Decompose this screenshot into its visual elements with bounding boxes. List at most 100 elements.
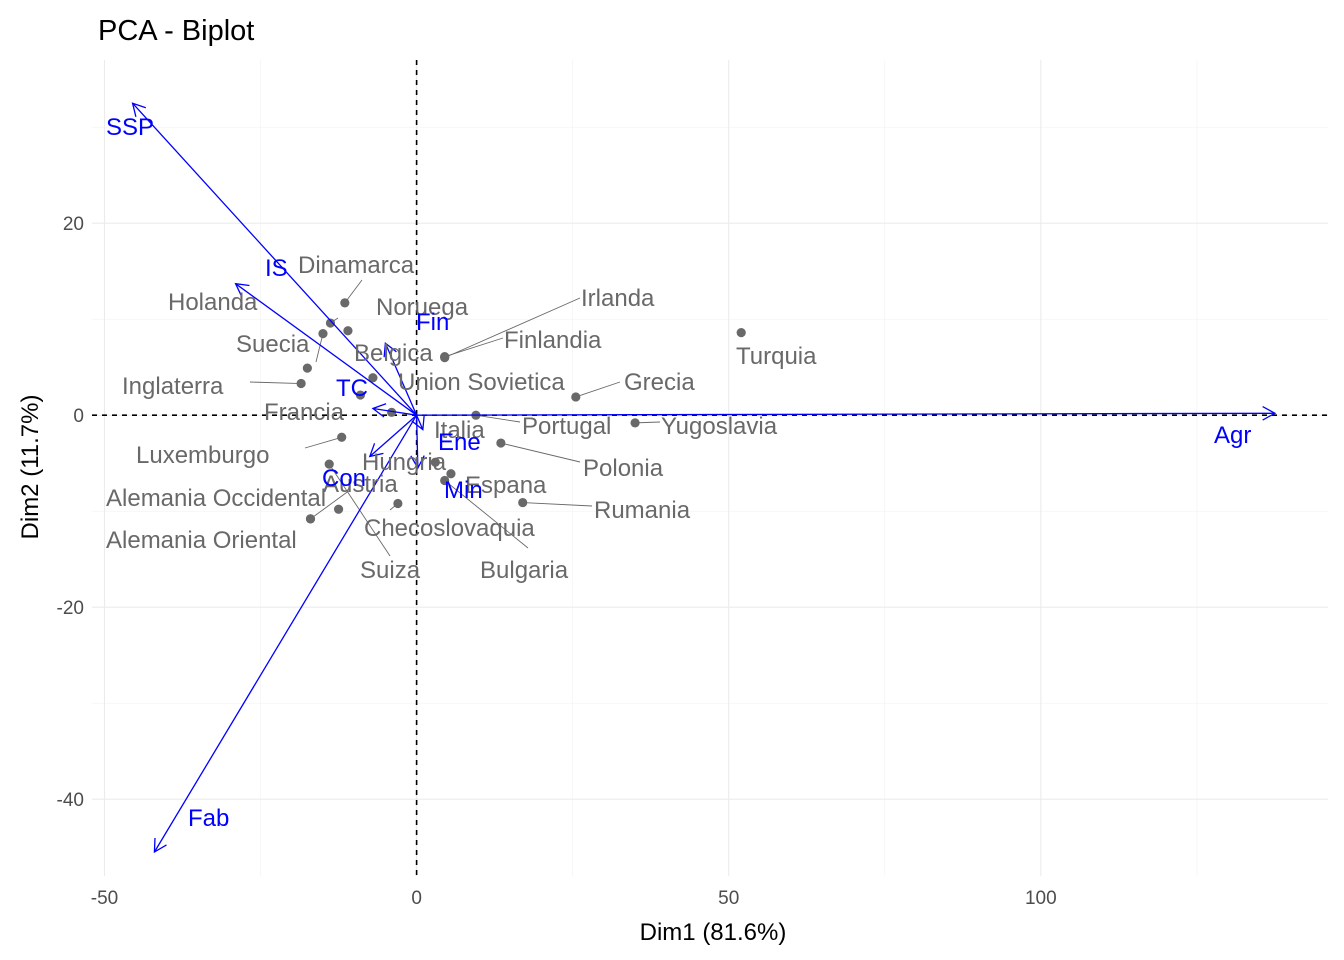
label-finlandia: Finlandia: [504, 327, 602, 354]
arrow-agr: [416, 406, 1277, 421]
y-tick-label: -40: [57, 790, 84, 811]
arrow-shaft-ene: [415, 415, 419, 469]
label-dinamarca: Dinamarca: [298, 252, 415, 279]
label-union-sovietica: Union Sovietica: [398, 369, 565, 396]
point-polonia: [496, 438, 506, 448]
x-tick-label: 50: [718, 888, 739, 909]
point-inglaterra: [296, 378, 306, 389]
point-dinamarca: [340, 298, 350, 308]
arrow-shaft-ssp: [132, 102, 418, 416]
chart-title: PCA - Biplot: [98, 15, 254, 47]
label-checoslovaquia: Checoslovaquia: [364, 515, 535, 542]
y-axis-ticks: -40 -20 0 20: [57, 214, 84, 811]
x-axis-title: Dim1 (81.6%): [640, 919, 787, 946]
leader-irlanda: [444, 297, 581, 359]
label-suecia: Suecia: [236, 331, 310, 358]
label-alemania-occidental: Alemania Occidental: [106, 485, 326, 512]
grid-lines: [92, 60, 1328, 876]
point-espana: [446, 469, 456, 479]
x-tick-label: -50: [91, 888, 118, 909]
variable-label-agr: Agr: [1214, 422, 1251, 449]
variable-label-is: IS: [265, 255, 288, 282]
variable-label-ene: Ene: [438, 429, 481, 456]
leader-bulgaria: [444, 480, 529, 549]
arrow-shaft-con: [369, 414, 418, 457]
label-polonia: Polonia: [583, 455, 664, 482]
x-axis-ticks: -50 0 50 100: [91, 888, 1057, 909]
label-espana: Espana: [465, 472, 547, 499]
y-axis-title: Dim2 (11.7%): [17, 395, 44, 540]
arrow-head-is: [234, 282, 250, 297]
arrow-shaft-fin: [384, 342, 418, 416]
label-rumania: Rumania: [594, 497, 691, 524]
individual-points: [296, 298, 746, 524]
label-austria: Austria: [323, 471, 398, 498]
leader-polonia: [500, 442, 581, 463]
point-grecia: [571, 392, 581, 402]
x-tick-label: 0: [411, 888, 422, 909]
label-noruega: Noruega: [376, 294, 469, 321]
point-suiza: [324, 459, 334, 469]
point-italia: [387, 407, 397, 417]
point-luxemburgo: [337, 432, 347, 442]
label-francia: Francia: [264, 399, 345, 426]
arrow-is: [234, 282, 417, 416]
arrow-head-fab: [153, 837, 167, 854]
label-bulgaria: Bulgaria: [480, 557, 569, 584]
arrow-con: [368, 414, 418, 458]
leader-dinamarca: [344, 279, 363, 304]
arrow-fin: [383, 341, 418, 416]
individual-labels: Dinamarca Noruega Holanda Suecia Belgica Ingl…: [106, 252, 817, 584]
label-holanda: Holanda: [168, 289, 258, 316]
leader-grecia: [575, 381, 621, 398]
variable-label-ssp: SSP: [106, 114, 154, 141]
arrow-ssp: [131, 102, 418, 416]
arrow-min: [411, 414, 425, 431]
y-tick-label: 0: [73, 406, 84, 427]
label-portugal: Portugal: [522, 413, 611, 440]
variable-label-fin: Fin: [416, 309, 449, 336]
point-alemania-oriental: [305, 514, 316, 524]
arrow-shaft-tc: [372, 407, 417, 416]
label-italia: Italia: [434, 417, 485, 444]
label-turquia: Turquia: [736, 343, 817, 370]
label-inglaterra: Inglaterra: [122, 373, 224, 400]
point-irlanda: [440, 353, 450, 363]
leader-luxemburgo: [304, 436, 342, 449]
y-tick-label: -20: [57, 598, 84, 619]
arrow-ene: [410, 415, 425, 470]
label-yugoslavia: Yugoslavia: [661, 413, 778, 440]
point-yugoslavia: [630, 418, 640, 428]
leader-rumania: [522, 502, 593, 507]
label-luxemburgo: Luxemburgo: [136, 442, 269, 469]
zero-reference-lines: [92, 60, 1328, 876]
x-tick-label: 100: [1025, 888, 1057, 909]
label-hungria: Hungria: [362, 449, 447, 476]
variable-label-min: Min: [444, 477, 483, 504]
point-holanda: [325, 318, 336, 328]
arrow-shaft-fab: [153, 414, 418, 853]
point-checoslovaquia: [393, 498, 403, 509]
arrow-head-fin: [383, 341, 397, 358]
label-alemania-oriental: Alemania Oriental: [106, 527, 297, 554]
point-hungria: [430, 457, 440, 467]
leader-suecia: [315, 333, 324, 363]
arrow-head-min: [411, 415, 425, 431]
variable-label-con: Con: [322, 465, 366, 492]
arrow-shaft-is: [235, 283, 417, 416]
arrow-fab: [153, 414, 418, 854]
label-irlanda: Irlanda: [581, 285, 655, 312]
arrow-head-con: [368, 443, 384, 458]
label-suiza: Suiza: [360, 557, 421, 584]
point-francia: [355, 390, 366, 400]
point-turquia: [736, 328, 746, 338]
leader-alemania-occidental: [310, 489, 351, 520]
point-suecia: [318, 329, 328, 339]
point-rumania: [518, 497, 528, 508]
variable-label-tc: TC: [336, 375, 368, 402]
point-bulgaria: [440, 475, 450, 486]
arrow-shaft-min: [416, 414, 424, 430]
variable-labels: Agr SSP IS Fab Fin TC Ene Con Min: [106, 114, 1251, 832]
label-grecia: Grecia: [624, 369, 695, 396]
